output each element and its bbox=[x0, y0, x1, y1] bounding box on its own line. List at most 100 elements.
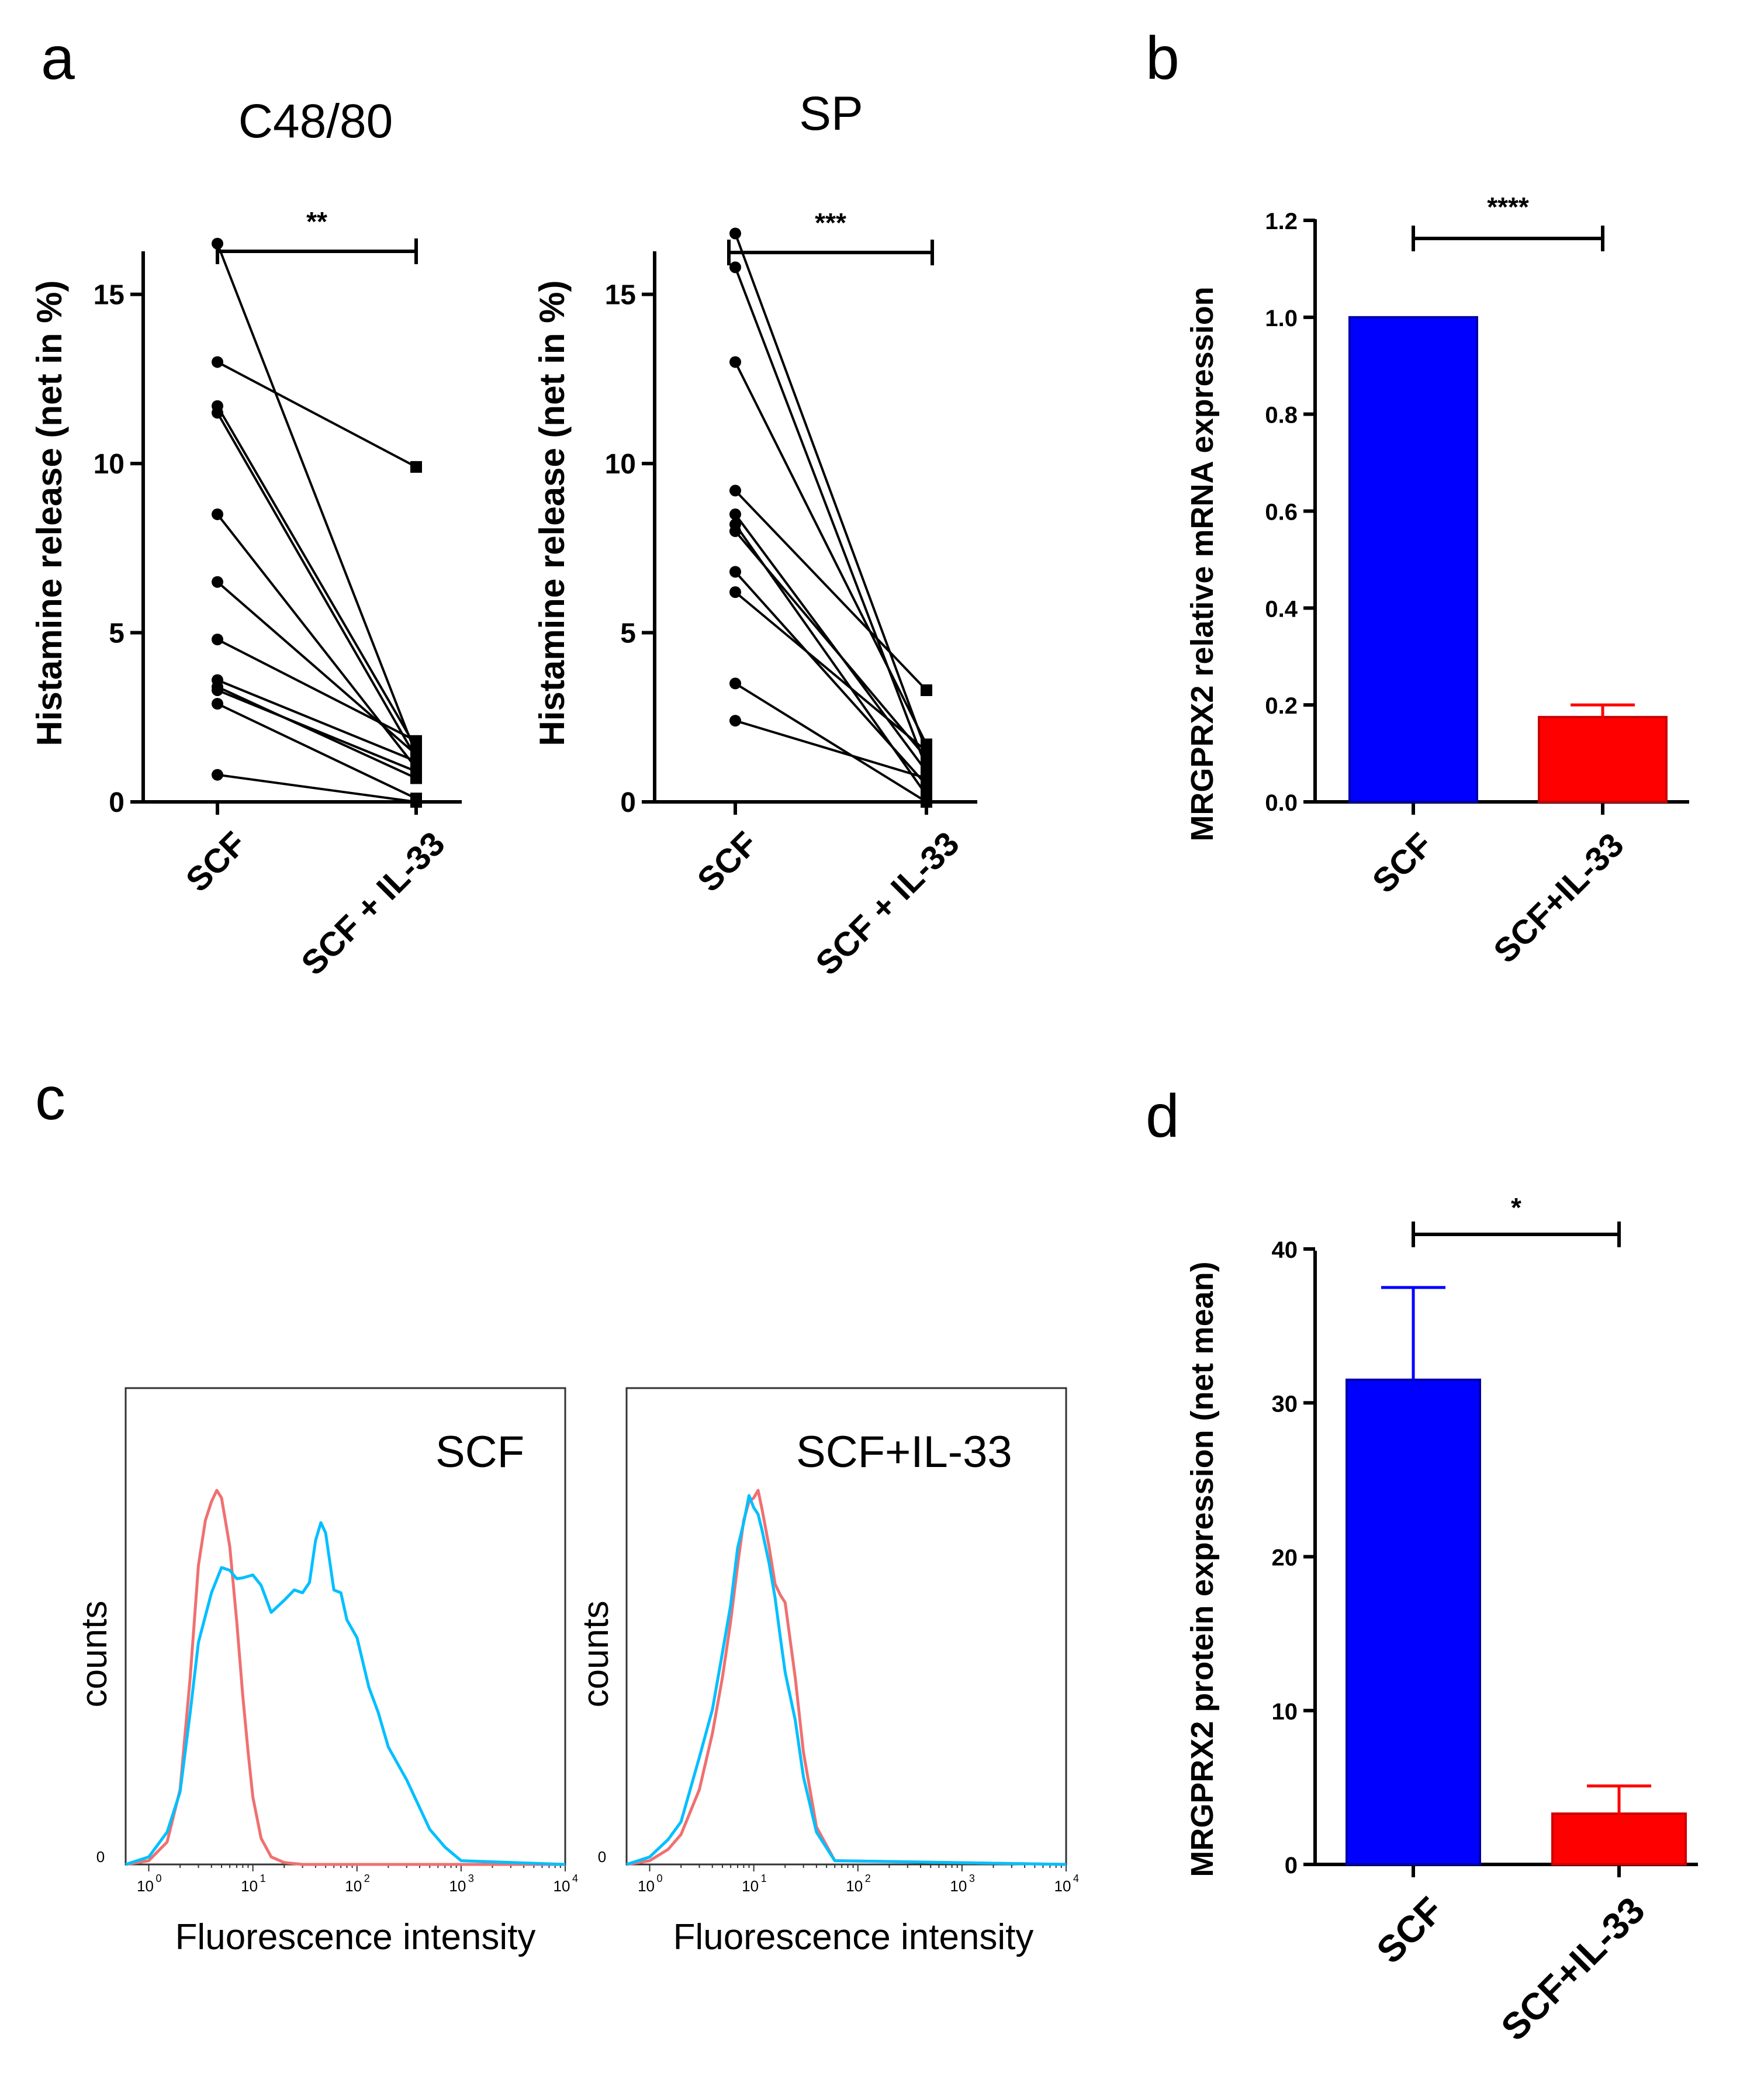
chart-a1-ytick-label-1: 5 bbox=[109, 618, 124, 649]
chart-d-bar-1 bbox=[1551, 1812, 1687, 1866]
chart-c2-xtick-exp-3: 3 bbox=[969, 1873, 975, 1884]
chart-c2-xtick-label-4: 10 bbox=[1054, 1877, 1071, 1895]
chart-b-ytick-label-2: 0.4 bbox=[1265, 596, 1298, 622]
chart-a1-ytick-label-3: 15 bbox=[94, 280, 124, 311]
chart-a2-point-scf-6 bbox=[729, 525, 741, 537]
chart-c1-series-MRGPRX2 bbox=[125, 1521, 566, 1866]
chart-c1-title: SCF bbox=[435, 1427, 524, 1477]
chart-a2-title: SP bbox=[799, 87, 863, 140]
chart-a1-point-il33-11 bbox=[410, 796, 422, 808]
chart-b-marks bbox=[1348, 316, 1668, 804]
chart-b-significance: **** bbox=[1487, 192, 1529, 222]
chart-a1-significance: ** bbox=[306, 206, 327, 237]
chart-c2-series-MRGPRX2 bbox=[626, 1494, 1067, 1866]
chart-a2-point-il33-10 bbox=[921, 772, 932, 784]
chart-a1-point-scf-5 bbox=[212, 576, 223, 588]
chart-c2-y-zero: 0 bbox=[598, 1848, 606, 1866]
chart-b-ytick-label-4: 0.8 bbox=[1265, 403, 1298, 428]
chart-b-ytick-label-0: 0.0 bbox=[1265, 790, 1298, 816]
chart-c2-series-control bbox=[626, 1489, 1067, 1866]
chart-c1-xtick-exp-2: 2 bbox=[364, 1873, 370, 1884]
chart-d-ylabel: MRGPRX2 protein expression (net mean) bbox=[1185, 1261, 1220, 1877]
chart-c2-marks bbox=[626, 1489, 1067, 1866]
chart-a1-point-scf-11 bbox=[212, 769, 223, 781]
chart-c2-xtick-exp-2: 2 bbox=[865, 1873, 871, 1884]
chart-a1-pair-line-6 bbox=[217, 638, 417, 742]
chart-a1-point-scf-1 bbox=[212, 356, 223, 368]
chart-a2-pair-line-9 bbox=[734, 682, 928, 803]
chart-a2-point-scf-4 bbox=[729, 508, 741, 520]
chart-c2-xtick-label-3: 10 bbox=[950, 1877, 967, 1895]
chart-a2-point-scf-2 bbox=[729, 356, 741, 368]
chart-a2-point-scf-8 bbox=[729, 586, 741, 598]
chart-a1-pair-line-5 bbox=[216, 581, 417, 756]
chart-a1-point-scf-9 bbox=[212, 684, 223, 696]
chart-a1-pair-line-11 bbox=[217, 773, 417, 803]
chart-a1-pair-line-9 bbox=[217, 689, 417, 773]
chart-a2-pair-line-3 bbox=[734, 490, 928, 691]
chart-a2-pair-line-8 bbox=[734, 591, 928, 752]
chart-c1-ylabel: counts bbox=[74, 1601, 115, 1708]
chart-c1-xtick-exp-3: 3 bbox=[468, 1873, 474, 1884]
chart-c1-xtick-label-2: 10 bbox=[345, 1877, 362, 1895]
chart-c2-xlabel: Fluorescence intensity bbox=[673, 1917, 1034, 1957]
chart-a2-point-scf-1 bbox=[729, 261, 741, 274]
chart-a1-point-il33-7 bbox=[410, 755, 422, 767]
chart-c2-xtick-label-1: 10 bbox=[742, 1877, 759, 1895]
chart-a1-point-scf-6 bbox=[212, 634, 223, 646]
chart-c1: SCF counts 0 10 0 10 1 10 2 10 3 10 4 Fluorescenc… bbox=[74, 1387, 578, 1957]
chart-c1-xlabel: Fluorescence intensity bbox=[175, 1917, 536, 1957]
chart-d-ytick-label-3: 30 bbox=[1272, 1391, 1298, 1417]
chart-a2-point-scf-10 bbox=[729, 715, 741, 727]
chart-a2-ytick-label-0: 0 bbox=[620, 787, 636, 818]
chart-c2-frame bbox=[625, 1387, 1067, 1866]
chart-a2-pair-line-1 bbox=[734, 267, 928, 769]
chart-c1-xtick-label-4: 10 bbox=[554, 1877, 570, 1895]
chart-a2-point-scf-7 bbox=[729, 566, 741, 578]
chart-a1-ylabel: Histamine release (net in %) bbox=[30, 281, 69, 746]
chart-c1-xtick-label-1: 10 bbox=[241, 1877, 258, 1895]
chart-b: MRGPRX2 relative mRNA expression 0.0 0.2 0… bbox=[1185, 192, 1689, 970]
chart-a1-point-scf-0 bbox=[212, 237, 223, 250]
chart-a1-ytick-label-0: 0 bbox=[109, 787, 124, 818]
chart-b-ytick-label-1: 0.2 bbox=[1265, 693, 1298, 719]
chart-b-bar-1 bbox=[1538, 715, 1668, 804]
chart-d-ytick-label-2: 20 bbox=[1272, 1545, 1298, 1571]
chart-c1-marks bbox=[125, 1489, 566, 1866]
chart-c1-xtick-exp-1: 1 bbox=[260, 1873, 266, 1884]
chart-a2-ytick-label-2: 10 bbox=[605, 449, 636, 480]
chart-a1-point-scf-3 bbox=[212, 407, 223, 419]
chart-a2-pair-line-7 bbox=[734, 571, 928, 786]
chart-d-ytick-label-0: 0 bbox=[1285, 1853, 1298, 1878]
chart-b-ytick-label-6: 1.2 bbox=[1265, 209, 1298, 234]
chart-a2-point-scf-3 bbox=[729, 485, 741, 497]
chart-a1-pair-line-3 bbox=[216, 412, 417, 759]
chart-d-bar-0 bbox=[1346, 1378, 1481, 1866]
chart-c2-xtick-exp-4: 4 bbox=[1073, 1873, 1079, 1884]
chart-a2-point-il33-8 bbox=[921, 745, 932, 757]
panel-letter-b: b bbox=[1146, 25, 1180, 92]
chart-a1-marks bbox=[212, 237, 422, 808]
chart-c2-xtick-label-2: 10 bbox=[846, 1877, 863, 1895]
chart-c1-xtick-label-3: 10 bbox=[449, 1877, 466, 1895]
chart-c1-xtick-label-0: 10 bbox=[137, 1877, 154, 1895]
chart-c2-ylabel: counts bbox=[576, 1601, 616, 1708]
chart-a2-ylabel: Histamine release (net in %) bbox=[532, 281, 572, 746]
chart-a1-pair-line-1 bbox=[217, 361, 417, 468]
chart-a2-point-scf-0 bbox=[729, 227, 741, 240]
chart-a2-marks bbox=[729, 227, 932, 808]
panel-letter-a: a bbox=[41, 25, 75, 92]
chart-b-ytick-label-3: 0.6 bbox=[1265, 500, 1298, 525]
chart-a1-pair-line-7 bbox=[217, 679, 417, 763]
chart-d-marks bbox=[1346, 1286, 1687, 1866]
chart-a2-pair-line-6 bbox=[734, 530, 928, 759]
chart-a2-significance: *** bbox=[815, 207, 846, 238]
panel-letter-d: d bbox=[1146, 1082, 1180, 1150]
chart-a1-point-il33-1 bbox=[410, 461, 422, 473]
chart-a1-ytick-label-2: 10 bbox=[94, 449, 124, 480]
chart-a2-ytick-label-1: 5 bbox=[620, 618, 636, 649]
chart-a1-pair-line-10 bbox=[217, 703, 417, 800]
chart-a2-pair-line-0 bbox=[734, 233, 928, 752]
